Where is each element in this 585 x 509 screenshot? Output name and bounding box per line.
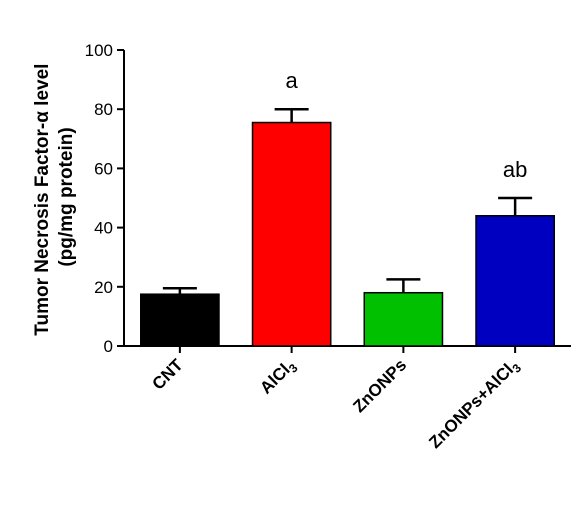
x-axis: CNT AlCl3 ZnONPs ZnONPs+AlCl3 [123, 345, 571, 454]
y-tick-label-4: 80 [94, 100, 113, 119]
annotation-1: a [286, 68, 299, 93]
x-tick-label-2: ZnONPs [349, 355, 410, 416]
x-tick-label-3: ZnONPs+AlCl3 [425, 355, 524, 454]
x-tick-label-1: AlCl3 [256, 355, 301, 400]
bar-3 [475, 215, 555, 347]
annotation-3: ab [503, 157, 527, 182]
y-tick-label-3: 60 [94, 159, 113, 178]
bar-0 [140, 293, 220, 347]
bar-1 [251, 121, 332, 347]
x-tick-label-0: CNT [149, 355, 188, 394]
y-tick-label-0: 0 [104, 337, 113, 356]
y-axis-title: Tumor Necrosis Factor-α level (pg/mg pro… [32, 58, 77, 335]
y-tick-label-5: 100 [85, 41, 113, 60]
y-tick-label-1: 20 [94, 278, 113, 297]
y-axis-title-line2: (pg/mg protein) [56, 127, 77, 266]
annotations: a ab [286, 68, 528, 182]
y-axis-title-line1: Tumor Necrosis Factor-α level [32, 64, 53, 336]
y-axis: 0 20 40 60 80 100 [85, 41, 125, 356]
bars [140, 107, 555, 347]
bar-2 [363, 291, 444, 347]
y-tick-label-2: 40 [94, 219, 113, 238]
